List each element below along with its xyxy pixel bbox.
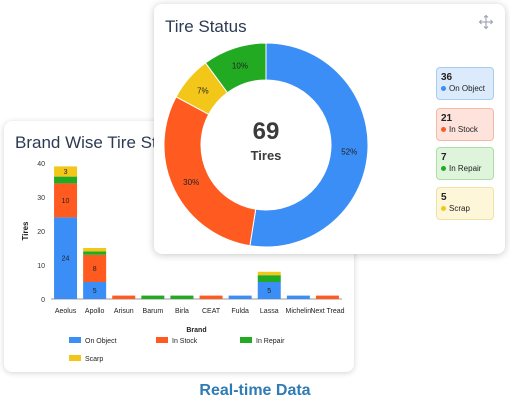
x-tick-label: CEAT	[202, 308, 221, 315]
donut-slice-label: 10%	[232, 62, 248, 71]
legend-label: On Object	[85, 338, 117, 345]
y-tick-label: 0	[41, 297, 45, 304]
stat-in-repair[interactable]: 7 In Repair	[436, 147, 494, 180]
in-stock-dot-icon	[441, 127, 446, 133]
y-tick-label: 20	[37, 229, 45, 236]
in-repair-dot-icon	[441, 166, 446, 172]
stat-value: 21	[441, 113, 453, 124]
y-tick-label: 10	[37, 263, 45, 270]
donut-slice	[204, 42, 267, 94]
x-axis-label: Brand	[186, 327, 206, 334]
bar-segment	[83, 248, 107, 252]
stat-value: 7	[441, 152, 447, 163]
x-tick-label: Arisun	[114, 308, 134, 315]
bar-segment	[141, 295, 165, 299]
status-card-title: Tire Status	[165, 17, 247, 36]
move-icon[interactable]	[478, 14, 494, 30]
tire-status-donut: 52% 30% 7% 10%	[163, 42, 369, 248]
y-axis-label: Tires	[21, 221, 30, 241]
stat-value: 5	[441, 192, 447, 203]
bar-segment	[199, 295, 223, 299]
x-tick-label: Birla	[175, 308, 189, 315]
on-object-dot-icon	[441, 86, 446, 92]
x-tick-label: Michelin	[286, 308, 312, 315]
tire-status-card: Tire Status 52% 30% 7% 10% 69 Tires 36 On O…	[154, 4, 505, 254]
bar-segment	[54, 217, 78, 299]
stat-label: Scrap	[449, 204, 470, 213]
y-tick-label: 30	[37, 195, 45, 202]
bar-data-label: 5	[93, 288, 97, 295]
legend-swatch	[156, 337, 168, 343]
stat-scrap[interactable]: 5 Scrap	[436, 187, 494, 220]
x-tick-label: Barum	[143, 308, 164, 315]
bar-data-label: 24	[62, 256, 70, 263]
legend-label: Scarp	[85, 356, 103, 363]
donut-slice-label: 7%	[197, 86, 209, 95]
bar-segment	[83, 254, 107, 282]
bar-data-label: 8	[93, 266, 97, 273]
total-tires-value: 69	[252, 118, 280, 145]
donut-center: 69 Tires	[216, 118, 316, 163]
x-tick-label: Fulda	[231, 308, 249, 315]
bar-segment	[257, 271, 281, 276]
bar-segment	[54, 183, 78, 218]
donut-slice-label: 52%	[341, 148, 357, 157]
donut-slice	[249, 42, 369, 248]
bar-segment	[228, 295, 252, 299]
bar-data-label: 5	[267, 288, 271, 295]
stat-label: In Repair	[449, 164, 482, 173]
stat-label: On Object	[449, 84, 486, 93]
x-tick-label: Apollo	[85, 308, 105, 315]
bar-segment	[286, 295, 310, 299]
x-tick-label: Aeolus	[55, 308, 77, 315]
brand-bar-chart: 0 10 20 30 40 Tires 24 10 3 Aeolus 5 8 Apollo Arisun B…	[21, 161, 345, 363]
bar-data-label: 3	[64, 169, 68, 176]
total-tires-label: Tires	[250, 148, 282, 163]
donut-slice-label: 30%	[183, 178, 199, 187]
bar-segment	[257, 282, 281, 299]
bar-segment	[257, 275, 281, 282]
stat-in-stock[interactable]: 21 In Stock	[436, 108, 494, 141]
stat-on-object[interactable]: 36 On Object	[436, 67, 494, 100]
bar-segment	[54, 176, 78, 184]
legend-label: In Stock	[172, 338, 198, 345]
legend-swatch	[69, 337, 81, 343]
donut-slice	[163, 96, 257, 247]
bar-data-label: 10	[62, 198, 70, 205]
scrap-dot-icon	[441, 206, 446, 212]
bar-segment	[83, 251, 107, 255]
x-tick-label: Lassa	[260, 308, 279, 315]
bar-segment	[170, 295, 194, 299]
x-tick-label: Next Tread	[310, 308, 344, 315]
footer-tagline: Real-time Data	[199, 382, 311, 399]
legend-swatch	[69, 355, 81, 361]
bar-segment	[83, 282, 107, 299]
bar-segment	[112, 295, 136, 299]
bar-segment	[54, 166, 78, 177]
stat-value: 36	[441, 72, 453, 83]
bar-segment	[315, 295, 339, 299]
brand-card-title: Brand Wise Tire Status	[15, 133, 189, 152]
y-tick-label: 40	[37, 161, 45, 168]
stat-label: In Stock	[449, 125, 478, 134]
legend-label: In Repair	[256, 338, 285, 345]
legend-swatch	[240, 337, 252, 343]
